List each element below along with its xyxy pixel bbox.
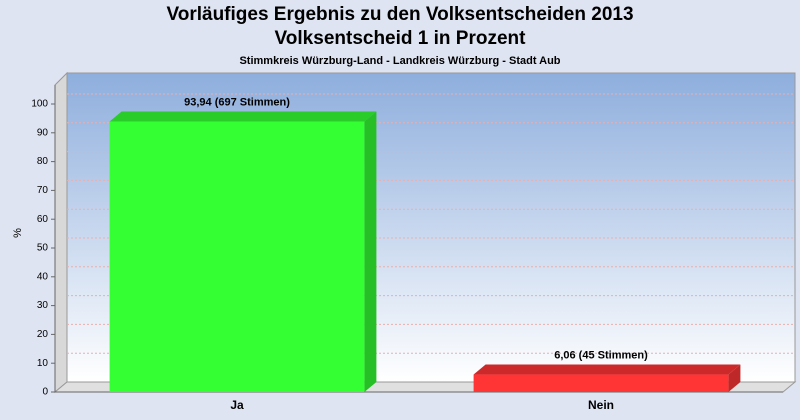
side-wall [54, 71, 68, 394]
bar-top [473, 364, 741, 375]
y-tick-label: 80 [37, 156, 49, 167]
bar-top [109, 111, 377, 122]
y-tick-label: 40 [37, 271, 49, 282]
y-tick-label: 70 [37, 185, 49, 196]
y-tick-label: 50 [37, 243, 49, 254]
chart-title: Vorläufiges Ergebnis zu den Volksentsche… [166, 4, 633, 25]
y-tick-label: 0 [42, 387, 48, 398]
y-tick-label: 20 [37, 329, 49, 340]
bar-side [728, 364, 741, 392]
bar [473, 374, 729, 392]
y-tick-label: 90 [37, 127, 49, 138]
value-label: 93,94 (697 Stimmen) [184, 96, 290, 108]
bar-side [364, 111, 377, 393]
y-tick-label: 10 [37, 358, 49, 369]
chart-subtitle: Stimmkreis Würzburg-Land - Landkreis Wür… [239, 55, 560, 67]
bar [109, 121, 365, 393]
y-axis-label: % [12, 228, 24, 238]
chart-title: Volksentscheid 1 in Prozent [275, 28, 527, 49]
y-tick-label: 60 [37, 214, 49, 225]
x-tick-label: Ja [230, 398, 244, 412]
value-label: 6,06 (45 Stimmen) [554, 349, 648, 361]
y-tick-label: 100 [31, 99, 48, 110]
y-tick-label: 30 [37, 300, 49, 311]
x-tick-label: Nein [588, 398, 614, 412]
